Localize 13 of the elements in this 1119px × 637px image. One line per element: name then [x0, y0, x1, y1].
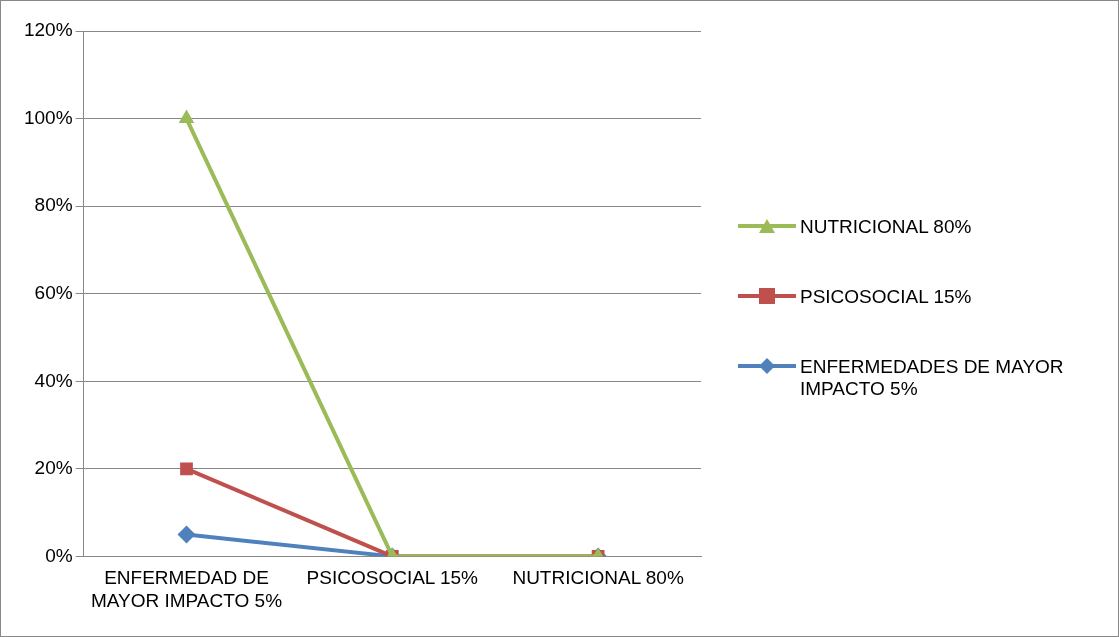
y-tick-label: 80% — [34, 194, 73, 216]
legend-label: NUTRICIONAL 80% — [800, 216, 972, 238]
x-tick-label: PSICOSOCIAL 15% — [306, 567, 479, 589]
y-tick-label: 0% — [45, 544, 73, 566]
legend-label: ENFERMEDADES DE MAYOR IMPACTO 5% — [800, 356, 1065, 400]
y-tick-label: 120% — [23, 19, 73, 41]
x-tick-label: NUTRICIONAL 80% — [512, 567, 684, 589]
x-tick-label: ENFERMEDAD DE MAYOR IMPACTO 5% — [90, 567, 283, 611]
y-tick-label: 20% — [34, 457, 73, 479]
legend-label: PSICOSOCIAL 15% — [800, 286, 972, 308]
y-tick-label: 100% — [23, 106, 73, 128]
y-tick-label: 60% — [34, 281, 73, 303]
y-tick-label: 40% — [34, 369, 73, 391]
